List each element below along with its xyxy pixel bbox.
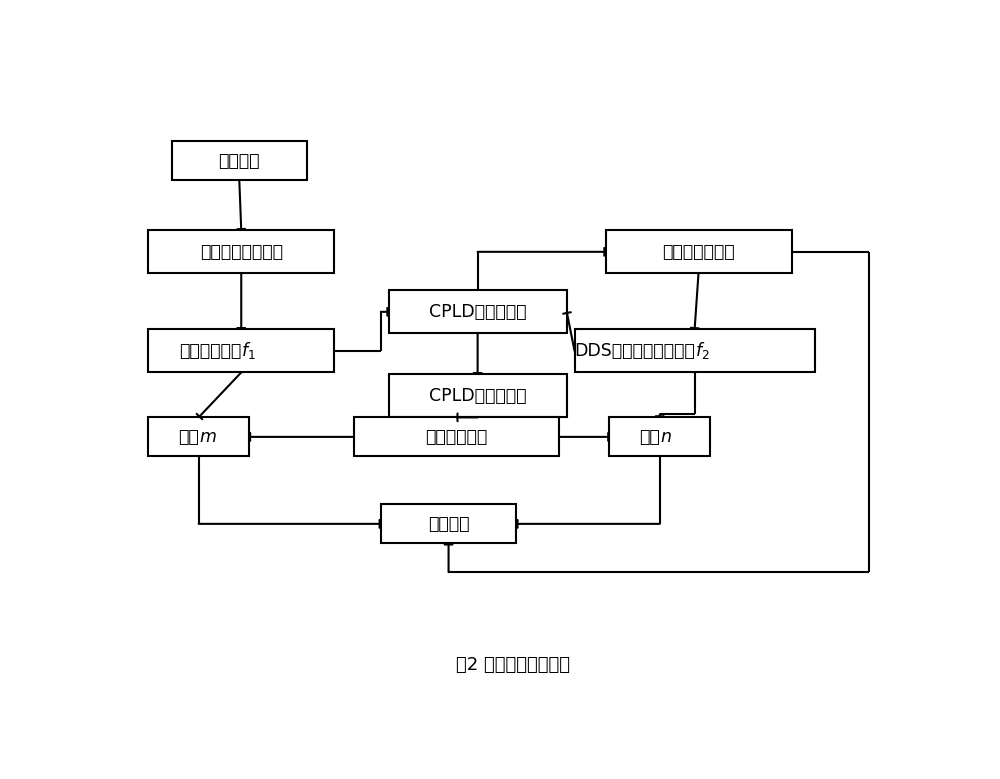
Text: 计数: 计数 (639, 428, 660, 446)
Text: $f_2$: $f_2$ (695, 340, 709, 361)
Text: 液体流量: 液体流量 (219, 152, 260, 170)
Text: CPLD参差鉴相器: CPLD参差鉴相器 (429, 303, 526, 321)
FancyBboxPatch shape (148, 231, 334, 273)
FancyBboxPatch shape (574, 330, 815, 372)
Text: 图2 流量测量系统框图: 图2 流量测量系统框图 (456, 655, 570, 674)
FancyBboxPatch shape (381, 504, 516, 544)
FancyBboxPatch shape (388, 374, 567, 418)
FancyBboxPatch shape (148, 418, 249, 456)
Text: CPLD脉冲取样器: CPLD脉冲取样器 (429, 387, 526, 405)
Text: 计数: 计数 (178, 428, 199, 446)
FancyBboxPatch shape (172, 142, 307, 181)
Text: DDS合成基准脉冲信号: DDS合成基准脉冲信号 (574, 342, 695, 360)
Text: $f_1$: $f_1$ (241, 340, 256, 361)
FancyBboxPatch shape (354, 418, 559, 456)
FancyBboxPatch shape (388, 291, 567, 333)
Text: 被检脉冲信号: 被检脉冲信号 (179, 342, 241, 360)
Text: $m$: $m$ (199, 428, 216, 446)
FancyBboxPatch shape (148, 330, 334, 372)
Text: $n$: $n$ (660, 428, 672, 446)
FancyBboxPatch shape (609, 418, 710, 456)
Text: 流量运算: 流量运算 (428, 515, 469, 533)
Text: 脉冲计数闸门: 脉冲计数闸门 (425, 428, 487, 446)
Text: 脉冲型流量传感器: 脉冲型流量传感器 (200, 243, 283, 261)
FancyBboxPatch shape (606, 231, 792, 273)
Text: 计算机控制中心: 计算机控制中心 (662, 243, 735, 261)
